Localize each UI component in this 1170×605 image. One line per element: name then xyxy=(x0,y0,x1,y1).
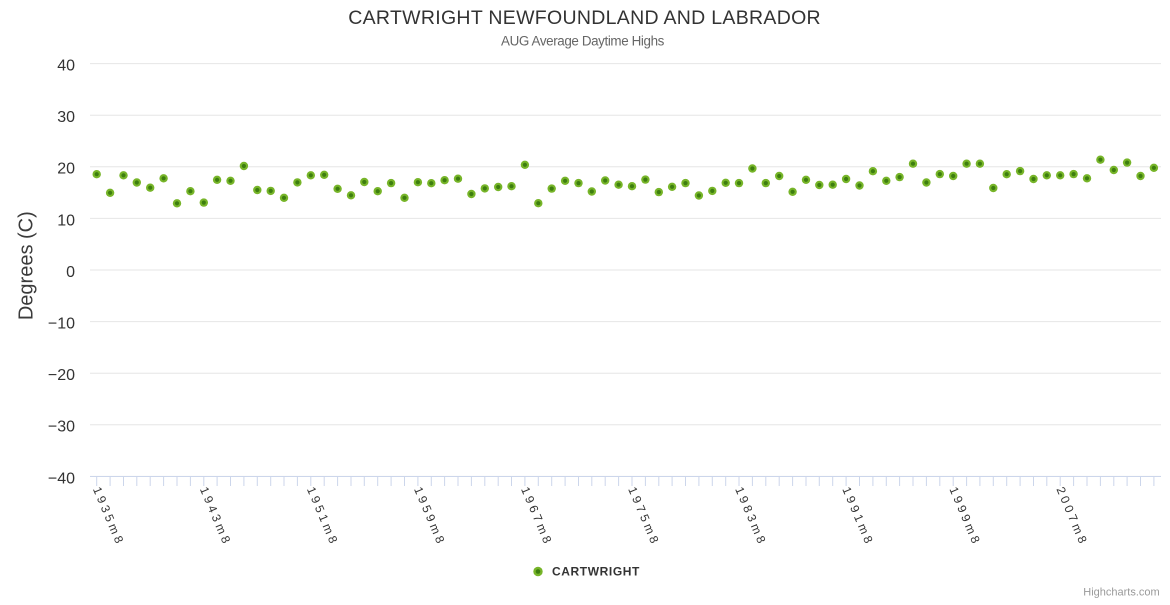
svg-text:40: 40 xyxy=(57,58,75,75)
svg-text:30: 30 xyxy=(57,109,75,126)
svg-text:Highcharts.com: Highcharts.com xyxy=(1083,586,1159,598)
svg-text:−20: −20 xyxy=(48,367,75,384)
svg-text:CARTWRIGHT NEWFOUNDLAND AND LA: CARTWRIGHT NEWFOUNDLAND AND LABRADOR xyxy=(348,7,821,29)
svg-text:CARTWRIGHT: CARTWRIGHT xyxy=(552,565,640,579)
svg-text:0: 0 xyxy=(66,264,75,281)
svg-text:Degrees (C): Degrees (C) xyxy=(16,211,38,320)
svg-text:20: 20 xyxy=(57,161,75,178)
svg-text:10: 10 xyxy=(57,212,75,229)
svg-text:−30: −30 xyxy=(48,419,75,436)
svg-text:−10: −10 xyxy=(48,316,75,333)
svg-text:−40: −40 xyxy=(48,470,75,487)
svg-text:AUG Average Daytime Highs: AUG Average Daytime Highs xyxy=(501,34,665,49)
